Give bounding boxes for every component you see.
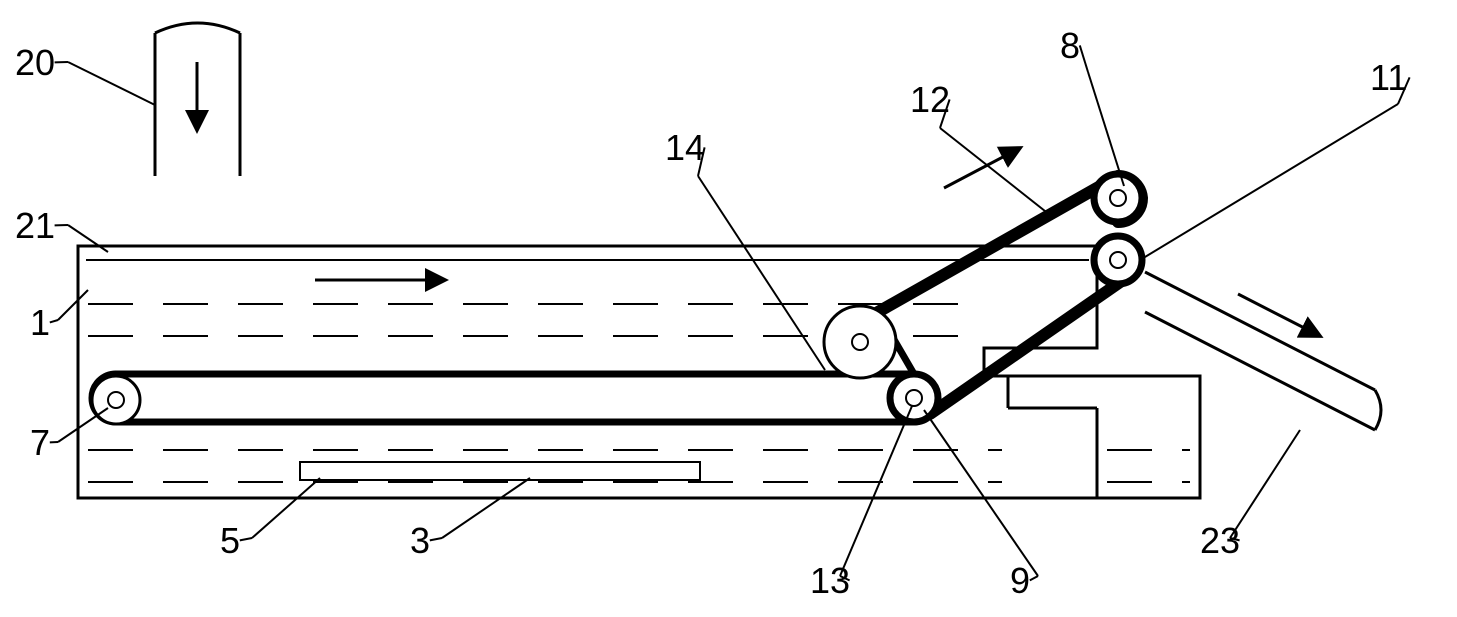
leader-8: [1088, 72, 1124, 186]
leader-12: [940, 128, 1050, 215]
discharge-arrow: [1238, 294, 1320, 336]
pulley-top-lower: [1094, 236, 1142, 284]
label-3: 3: [410, 520, 430, 561]
pulley-top-outer: [1094, 174, 1142, 222]
label-21: 21: [15, 205, 55, 246]
leader-20: [68, 62, 155, 105]
leader-11: [1140, 104, 1398, 260]
label-5: 5: [220, 520, 240, 561]
label-14: 14: [665, 127, 705, 168]
label-20: 20: [15, 42, 55, 83]
label-1: 1: [30, 302, 50, 343]
bottom-slot: [300, 462, 700, 480]
pulley-idler: [824, 306, 896, 378]
pulley-center-bottom: [890, 374, 938, 422]
leader-23: [1230, 430, 1300, 538]
label-9: 9: [1010, 560, 1030, 601]
label-8: 8: [1060, 25, 1080, 66]
label-23: 23: [1200, 520, 1240, 561]
pulley-left: [92, 376, 140, 424]
label-11: 11: [1370, 57, 1407, 98]
label-12: 12: [910, 79, 950, 120]
label-7: 7: [30, 422, 50, 463]
label-13: 13: [810, 560, 850, 601]
